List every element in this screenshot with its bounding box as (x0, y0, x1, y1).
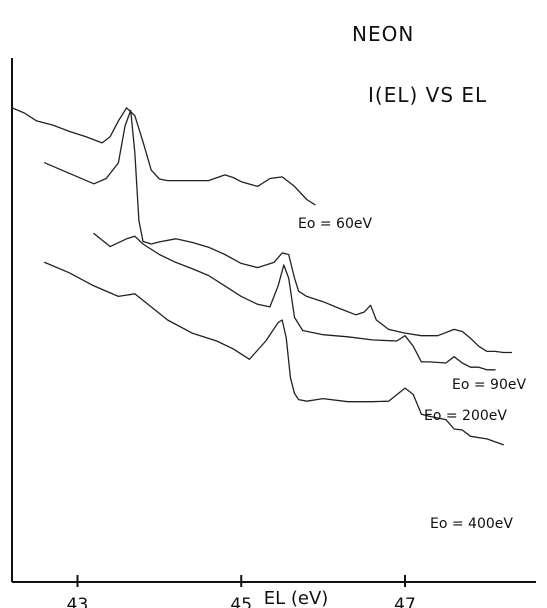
series-line-1 (44, 109, 513, 354)
series-lines (11, 107, 513, 446)
x-tick-label-45: 45 (230, 595, 252, 608)
series-line-0 (11, 107, 316, 206)
x-tick-label-47: 47 (394, 595, 416, 608)
series-line-3 (44, 261, 504, 446)
series-label-200: Eo = 200eV (424, 408, 507, 424)
series-line-2 (93, 232, 496, 371)
x-tick-label-43: 43 (67, 595, 89, 608)
series-label-90: Eo = 90eV (452, 377, 526, 393)
chart-title: NEON (352, 22, 414, 46)
series-label-60: Eo = 60eV (298, 216, 372, 232)
x-axis-label: EL (eV) (264, 588, 329, 608)
chart-subtitle: I(EL) VS EL (368, 83, 487, 107)
x-ticks: 43 45 47 (67, 575, 416, 608)
series-label-400: Eo = 400eV (430, 516, 513, 532)
